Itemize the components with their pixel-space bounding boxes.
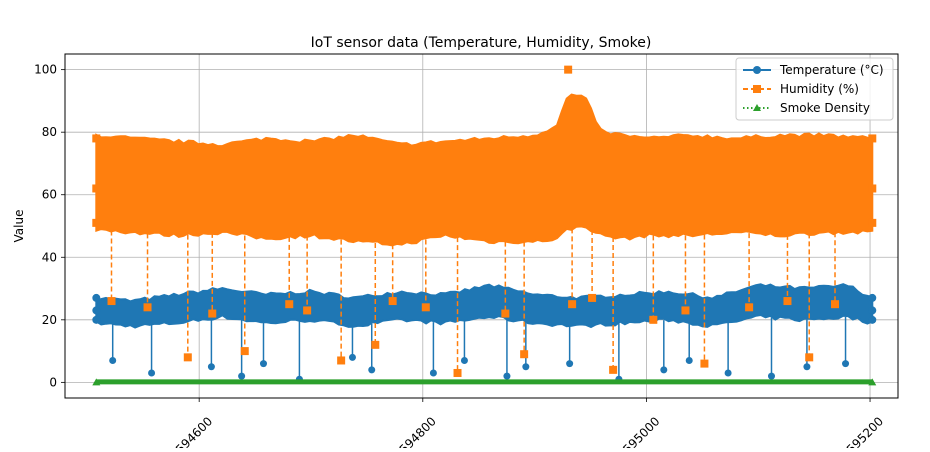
humidity-point [568,300,577,309]
y-tick-label: 80 [42,125,57,139]
temperature-point [503,372,511,380]
humidity-point [681,306,690,315]
temperature-point [868,315,877,324]
humidity-point [700,359,709,368]
axes-frame [64,53,899,399]
temperature-point [92,293,101,302]
humidity-point [143,303,152,312]
humidity-point [183,353,192,362]
temperature-point [522,363,530,371]
humidity-point [208,309,217,318]
humidity-point [868,184,877,193]
humidity-point [92,184,101,193]
temperature-point [259,360,267,368]
humidity-point [92,134,101,143]
temperature-point [92,315,101,324]
humidity-point [588,293,597,302]
temperature-point [148,369,156,377]
legend-marker-temperature [753,66,761,74]
temperature-point [566,360,574,368]
y-axis-label: Value [12,210,26,243]
temperature-point [109,356,117,364]
humidity-point [805,353,814,362]
legend-marker-humidity [753,85,761,93]
temperature-point [868,306,877,315]
temperature-point [842,360,850,368]
humidity-point [868,134,877,143]
humidity-point [107,297,116,306]
temperature-point [207,363,215,371]
plot-area [92,65,877,386]
temperature-point [368,366,376,374]
temperature-point [460,356,468,364]
temperature-point [660,366,668,374]
legend-box [735,57,894,121]
smoke-point [868,378,877,386]
humidity-peak-point [564,65,573,74]
temperature-point [868,293,877,302]
y-tick-label: 20 [42,313,57,327]
humidity-point [501,309,510,318]
temperature-point [348,353,356,361]
humidity-point [240,347,249,356]
y-tick-label: 60 [42,188,57,202]
humidity-point [285,300,294,309]
humidity-point [745,303,754,312]
temperature-point [724,369,732,377]
temperature-point [429,369,437,377]
humidity-point [831,300,840,309]
y-tick-label: 0 [49,375,57,389]
humidity-point [520,350,529,359]
humidity-point [453,368,462,377]
humidity-point [388,297,397,306]
legend: Temperature (°C) Humidity (%) Smoke Dens… [735,57,894,121]
temperature-point [803,363,811,371]
humidity-band [95,93,874,247]
chart-title: IoT sensor data (Temperature, Humidity, … [311,35,652,51]
y-tick-label: 40 [42,250,57,264]
smoke-point [92,378,101,386]
temperature-point [685,356,693,364]
legend-label-temperature: Temperature (°C) [779,63,884,77]
humidity-point [303,306,312,315]
humidity-point [92,218,101,227]
humidity-point [649,315,658,324]
legend-label-smoke: Smoke Density [780,101,870,115]
humidity-point [609,365,618,374]
smoke-band [96,379,873,385]
humidity-point [371,340,380,349]
y-tick-label: 100 [34,63,57,77]
humidity-point [783,297,792,306]
temperature-point [767,372,775,380]
humidity-point [868,218,877,227]
humidity-point [337,356,346,365]
legend-marker-smoke [753,104,761,111]
humidity-point [421,303,430,312]
temperature-point [238,372,246,380]
temperature-point [92,306,101,315]
legend-label-humidity: Humidity (%) [780,82,859,96]
